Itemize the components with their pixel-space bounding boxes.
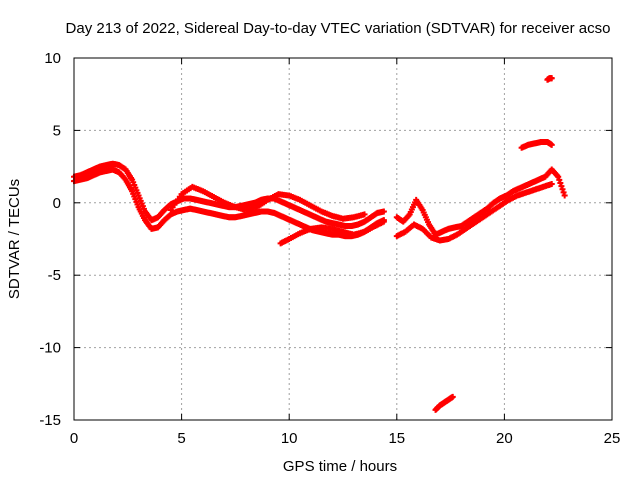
series-group xyxy=(167,183,368,222)
data-point xyxy=(559,186,566,193)
series-group xyxy=(277,218,387,247)
x-tick-label: 5 xyxy=(177,430,185,447)
y-tick-label: 5 xyxy=(53,122,61,139)
data-point xyxy=(561,192,568,199)
axis-ticks xyxy=(73,57,613,421)
series-group xyxy=(393,166,568,238)
data-point xyxy=(380,208,387,215)
data-point xyxy=(548,141,555,148)
y-tick-label: -15 xyxy=(39,412,61,429)
y-axis-label: SDTVAR / TECUs xyxy=(6,179,23,299)
series-group xyxy=(71,160,387,229)
data-point xyxy=(449,393,456,400)
data-points xyxy=(71,75,568,413)
y-tick-label: -10 xyxy=(39,340,61,357)
chart-title: Day 213 of 2022, Sidereal Day-to-day VTE… xyxy=(66,20,611,37)
y-tick-label: -5 xyxy=(48,267,61,284)
x-tick-label: 0 xyxy=(70,430,78,447)
x-axis-label: GPS time / hours xyxy=(283,458,397,475)
series-group xyxy=(432,393,456,413)
grid-lines xyxy=(74,58,612,420)
series-group xyxy=(393,180,555,244)
data-point xyxy=(380,218,387,225)
series-group xyxy=(518,138,555,151)
data-point xyxy=(555,173,562,180)
data-point xyxy=(560,189,567,196)
data-point xyxy=(548,75,555,82)
y-tick-label: 10 xyxy=(44,50,61,67)
x-tick-label: 10 xyxy=(281,430,298,447)
data-point xyxy=(361,211,368,218)
x-tick-label: 20 xyxy=(496,430,513,447)
data-point xyxy=(558,183,565,190)
x-tick-label: 25 xyxy=(604,430,621,447)
plot-frame xyxy=(73,57,613,421)
data-point xyxy=(556,176,563,183)
data-point xyxy=(548,180,555,187)
series-group xyxy=(544,75,555,83)
x-tick-label: 15 xyxy=(388,430,405,447)
y-tick-label: 0 xyxy=(53,195,61,212)
tick-labels: 0 5 10 15 20 25 -15 -10 -5 0 5 10 xyxy=(39,50,620,447)
data-point xyxy=(557,180,564,187)
